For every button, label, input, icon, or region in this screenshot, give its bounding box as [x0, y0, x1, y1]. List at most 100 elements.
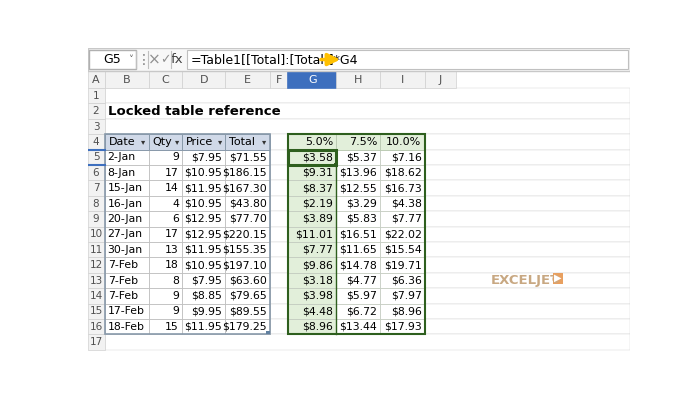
Bar: [288, 242, 336, 258]
Bar: [381, 304, 425, 319]
Bar: [381, 227, 425, 242]
Bar: [104, 165, 148, 180]
Bar: [104, 258, 148, 273]
Bar: [148, 211, 182, 227]
Bar: [148, 180, 182, 196]
Text: 16-Jan: 16-Jan: [108, 198, 143, 208]
Bar: [288, 273, 336, 288]
Text: $77.70: $77.70: [229, 214, 267, 224]
Bar: [88, 48, 630, 71]
Bar: [148, 150, 182, 165]
Text: $3.29: $3.29: [346, 198, 377, 208]
Text: $15.54: $15.54: [384, 245, 421, 255]
Text: 2: 2: [92, 106, 99, 116]
Bar: [88, 119, 104, 134]
Bar: [148, 71, 182, 88]
Text: A: A: [92, 74, 100, 84]
Bar: [182, 165, 225, 180]
Bar: [288, 258, 336, 273]
Text: $155.35: $155.35: [222, 245, 267, 255]
Text: $5.83: $5.83: [346, 214, 377, 224]
Bar: [88, 150, 104, 165]
Bar: [88, 196, 104, 211]
Bar: [288, 211, 336, 227]
Bar: [182, 150, 225, 165]
Bar: [104, 227, 148, 242]
Bar: [104, 165, 630, 180]
Bar: [336, 196, 381, 211]
Text: $4.77: $4.77: [346, 276, 377, 286]
Bar: [104, 288, 148, 304]
Text: $4.48: $4.48: [302, 306, 333, 316]
Text: F: F: [276, 74, 282, 84]
Bar: [336, 71, 381, 88]
Bar: [104, 273, 148, 288]
Text: $6.72: $6.72: [346, 306, 377, 316]
Bar: [381, 319, 425, 334]
Text: ▾: ▾: [141, 138, 146, 146]
Bar: [148, 196, 182, 211]
Text: 15-Jan: 15-Jan: [108, 183, 143, 193]
Bar: [288, 150, 336, 165]
Bar: [288, 304, 336, 319]
Text: $11.95: $11.95: [185, 322, 223, 332]
Text: Total: Total: [230, 137, 256, 147]
Text: $13.44: $13.44: [340, 322, 377, 332]
Text: 10.0%: 10.0%: [386, 137, 421, 147]
Bar: [288, 319, 336, 334]
Bar: [225, 211, 270, 227]
Text: 6: 6: [92, 168, 99, 178]
Bar: [336, 211, 381, 227]
Text: 18: 18: [165, 260, 179, 270]
Bar: [182, 288, 225, 304]
Text: ▶: ▶: [554, 273, 561, 283]
Text: 14: 14: [90, 291, 103, 301]
Text: 7-Feb: 7-Feb: [108, 260, 138, 270]
Text: 8-Jan: 8-Jan: [108, 168, 136, 178]
Bar: [381, 71, 425, 88]
Bar: [88, 71, 104, 88]
Text: ©: ©: [551, 276, 561, 286]
Text: J: J: [438, 74, 442, 84]
Bar: [225, 242, 270, 258]
Bar: [148, 227, 182, 242]
Text: 18-Feb: 18-Feb: [108, 322, 145, 332]
Bar: [182, 196, 225, 211]
Bar: [104, 104, 630, 119]
Bar: [336, 319, 381, 334]
Bar: [381, 211, 425, 227]
Bar: [288, 180, 336, 196]
Text: 11: 11: [90, 245, 103, 255]
Bar: [88, 258, 104, 273]
Bar: [336, 165, 381, 180]
Bar: [225, 227, 270, 242]
Text: 17: 17: [90, 337, 103, 347]
Bar: [381, 180, 425, 196]
Text: Locked table reference: Locked table reference: [108, 105, 280, 118]
Bar: [104, 150, 630, 165]
Text: $7.95: $7.95: [192, 276, 223, 286]
Text: 5.0%: 5.0%: [305, 137, 333, 147]
Bar: [104, 180, 630, 196]
Bar: [104, 304, 630, 319]
Bar: [381, 134, 425, 150]
Text: D: D: [199, 74, 208, 84]
Bar: [88, 88, 104, 104]
Bar: [225, 258, 270, 273]
Bar: [88, 134, 104, 150]
Bar: [104, 196, 630, 211]
Bar: [381, 150, 425, 165]
Text: $2.19: $2.19: [302, 198, 333, 208]
Text: 14: 14: [165, 183, 179, 193]
Bar: [336, 242, 381, 258]
Bar: [104, 88, 630, 104]
Text: $7.16: $7.16: [391, 152, 421, 162]
Text: $11.95: $11.95: [185, 183, 223, 193]
Bar: [104, 134, 270, 334]
Bar: [104, 242, 148, 258]
Bar: [381, 258, 425, 273]
Bar: [182, 134, 225, 150]
Text: 6: 6: [172, 214, 179, 224]
Bar: [225, 134, 270, 150]
Text: 13: 13: [165, 245, 179, 255]
